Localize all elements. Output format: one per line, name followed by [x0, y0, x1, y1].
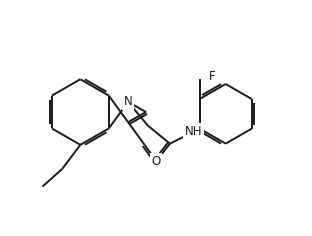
Text: O: O	[153, 156, 162, 169]
Text: N: N	[124, 95, 133, 108]
Text: O: O	[151, 155, 161, 168]
Text: F: F	[208, 70, 215, 83]
Text: NH: NH	[185, 125, 202, 138]
